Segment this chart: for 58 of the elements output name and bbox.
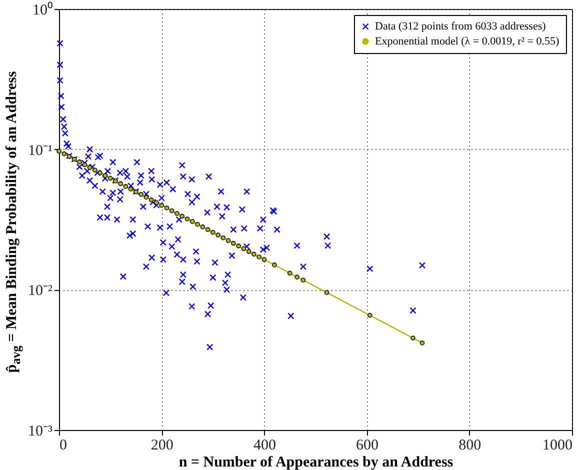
point	[300, 278, 306, 282]
point	[231, 240, 236, 246]
point	[190, 219, 195, 224]
point	[56, 148, 62, 154]
x-tick-label: 600	[356, 438, 379, 454]
point	[200, 224, 206, 230]
point	[169, 208, 174, 214]
point	[128, 186, 134, 192]
point	[262, 257, 267, 262]
point	[98, 170, 102, 176]
point	[138, 192, 144, 197]
point	[367, 312, 372, 318]
point	[236, 244, 241, 248]
point	[62, 151, 67, 156]
point	[294, 274, 300, 280]
point	[410, 336, 416, 340]
point	[226, 238, 231, 243]
x-axis-title: n = Number of Appearances by an Address	[178, 454, 454, 470]
point	[102, 173, 108, 178]
point	[180, 214, 185, 219]
point	[195, 222, 200, 227]
point	[108, 176, 113, 181]
point	[184, 216, 190, 222]
point	[92, 168, 98, 173]
point	[252, 252, 256, 257]
point	[210, 230, 216, 235]
point	[205, 227, 210, 232]
legend-label: Data (312 points from 6033 addresses)	[375, 20, 546, 32]
point	[159, 202, 164, 208]
y-tick-label: 10⁻³	[28, 424, 53, 440]
point	[77, 160, 82, 164]
x-tick-label: 800	[458, 438, 482, 454]
x-tick-label: 0	[60, 438, 67, 454]
x-tick-label: 1000	[542, 438, 572, 454]
point	[118, 181, 123, 186]
point	[164, 206, 170, 210]
point	[246, 249, 252, 254]
x-tick-label: 200	[150, 438, 174, 454]
point	[420, 340, 425, 346]
point	[256, 254, 262, 260]
point	[82, 162, 88, 168]
point	[144, 194, 149, 200]
point	[174, 211, 180, 216]
point	[220, 235, 226, 240]
y-tick-label: 10⁻²	[28, 283, 53, 300]
y-tick-label: 10⁰	[32, 2, 52, 18]
point	[123, 184, 128, 189]
point	[272, 262, 277, 268]
y-tick-label: 10⁻¹	[28, 142, 52, 159]
point	[216, 232, 220, 238]
point	[287, 270, 292, 276]
point	[148, 198, 154, 202]
point	[154, 200, 159, 206]
point	[324, 290, 330, 295]
point	[241, 246, 246, 252]
point	[87, 165, 92, 170]
legend-label: Exponential model (λ = 0.0019, r² = 0.55)	[375, 36, 560, 48]
x-tick-label: 400	[253, 438, 276, 454]
